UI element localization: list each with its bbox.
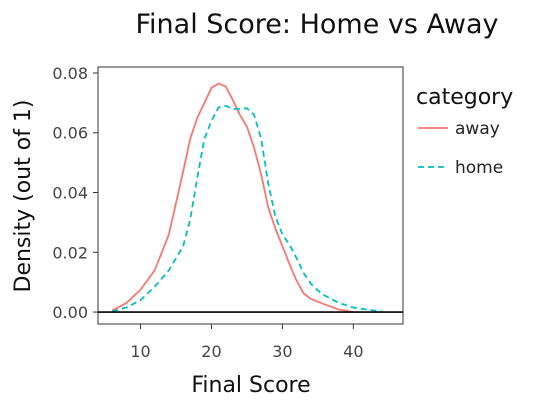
series-line-home: [111, 104, 382, 313]
x-axis-ticks: 10 20 30 40: [130, 324, 364, 361]
y-tick-label: 0.02: [52, 243, 88, 262]
chart-title: Final Score: Home vs Away: [135, 9, 498, 40]
y-tick-label: 0.06: [52, 124, 88, 143]
y-tick-label: 0.00: [52, 303, 88, 322]
legend-label-home: home: [455, 158, 503, 178]
plot-area: [97, 66, 404, 325]
y-tick-label: 0.08: [52, 64, 88, 83]
legend-label-away: away: [455, 119, 500, 139]
y-axis-ticks: 0.00 0.02 0.04 0.06 0.08: [52, 64, 98, 322]
x-tick-label: 40: [343, 342, 363, 361]
y-axis-title: Density (out of 1): [11, 99, 36, 292]
legend: category away home: [416, 85, 513, 178]
x-axis-title: Final Score: [191, 373, 310, 398]
x-tick-label: 30: [272, 342, 292, 361]
x-tick-label: 10: [130, 342, 150, 361]
series-lines: [111, 82, 382, 313]
y-tick-label: 0.04: [52, 184, 88, 203]
x-tick-label: 20: [201, 342, 221, 361]
series-line-away: [111, 82, 354, 313]
legend-title: category: [416, 85, 513, 110]
